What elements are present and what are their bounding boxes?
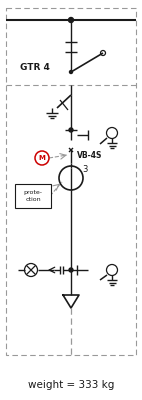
Circle shape: [69, 128, 73, 132]
FancyBboxPatch shape: [15, 184, 51, 208]
Circle shape: [69, 70, 73, 74]
Text: weight = 333 kg: weight = 333 kg: [28, 380, 114, 390]
Text: M: M: [39, 155, 45, 161]
Text: 3: 3: [82, 166, 87, 174]
Circle shape: [69, 268, 73, 272]
Circle shape: [68, 18, 74, 22]
Text: prote-
ction: prote- ction: [23, 190, 42, 202]
Text: GTR 4: GTR 4: [20, 64, 50, 72]
Text: VB-4S: VB-4S: [77, 150, 102, 160]
